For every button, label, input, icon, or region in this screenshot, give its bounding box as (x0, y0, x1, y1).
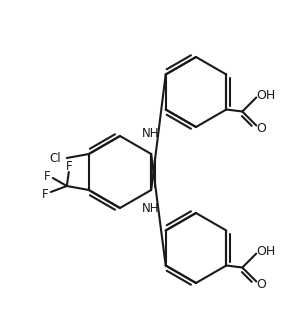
Text: F: F (43, 170, 50, 182)
Text: NH: NH (142, 202, 159, 215)
Text: OH: OH (257, 89, 276, 102)
Text: F: F (66, 159, 72, 173)
Text: F: F (41, 189, 48, 201)
Text: O: O (256, 278, 266, 291)
Text: OH: OH (257, 245, 276, 258)
Text: Cl: Cl (49, 153, 61, 166)
Text: O: O (256, 122, 266, 135)
Text: NH: NH (142, 127, 159, 140)
